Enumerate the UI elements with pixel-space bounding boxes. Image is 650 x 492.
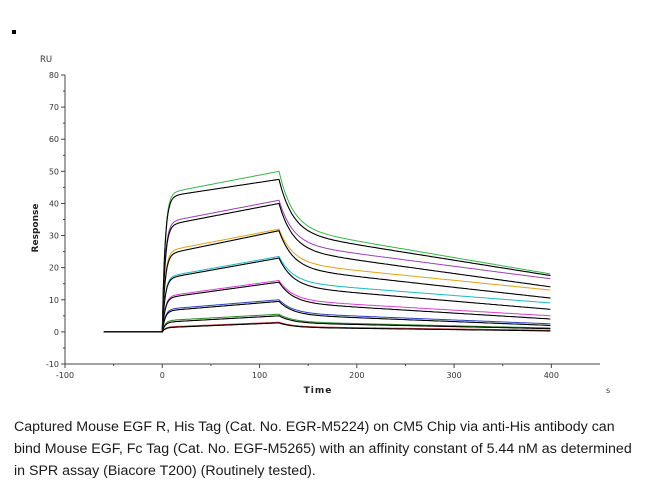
sensorgram-curve-3 [103, 199, 551, 333]
x-tick-label: 200 [349, 371, 364, 380]
y-tick-label: 50 [49, 167, 59, 176]
sensorgram-curve-8 [103, 257, 551, 333]
sensorgram-curve-10 [103, 281, 551, 333]
y-tick-label: 20 [49, 264, 59, 273]
x-tick-label: 400 [544, 371, 559, 380]
x-tick-label: 100 [252, 371, 267, 380]
sensorgram-curve-16 [103, 322, 551, 333]
y-tick-label: 0 [54, 328, 59, 337]
sensorgram-curve-6 [103, 230, 551, 333]
sensorgram-curve-2 [103, 178, 551, 333]
bullet-dot [12, 30, 16, 34]
y-tick-label: 60 [49, 135, 59, 144]
y-tick-label: 70 [49, 103, 59, 112]
x-tick-label: 300 [446, 371, 461, 380]
y-tick-label: 80 [49, 71, 59, 80]
sensorgram-curve-9 [103, 280, 551, 333]
y-tick-label: 30 [49, 232, 59, 241]
x-axis-label: Time [304, 386, 333, 396]
sensorgram-curve-11 [103, 299, 551, 333]
x-tick-label: 0 [160, 371, 165, 380]
sensorgram-curve-5 [103, 228, 551, 333]
sensorgram-curve-1 [103, 170, 551, 333]
sensorgram-curve-15 [103, 321, 551, 333]
sensorgram-curve-12 [103, 300, 551, 333]
y-tick-label: 40 [49, 199, 59, 208]
y-tick-label: -10 [46, 360, 59, 369]
sensorgram-curve-14 [103, 315, 551, 333]
y-tick-label: 10 [49, 296, 59, 305]
figure-caption: Captured Mouse EGF R, His Tag (Cat. No. … [14, 419, 632, 479]
sensorgram-curve-13 [103, 313, 551, 333]
y-unit-label: RU [40, 55, 52, 65]
x-tick-label: -100 [56, 371, 74, 380]
sensorgram-curve-4 [103, 202, 551, 333]
sensorgram-curve-7 [103, 255, 551, 333]
y-axis-label: Response [31, 204, 41, 253]
chart-curves [103, 170, 551, 333]
x-unit-label: s [606, 386, 610, 395]
